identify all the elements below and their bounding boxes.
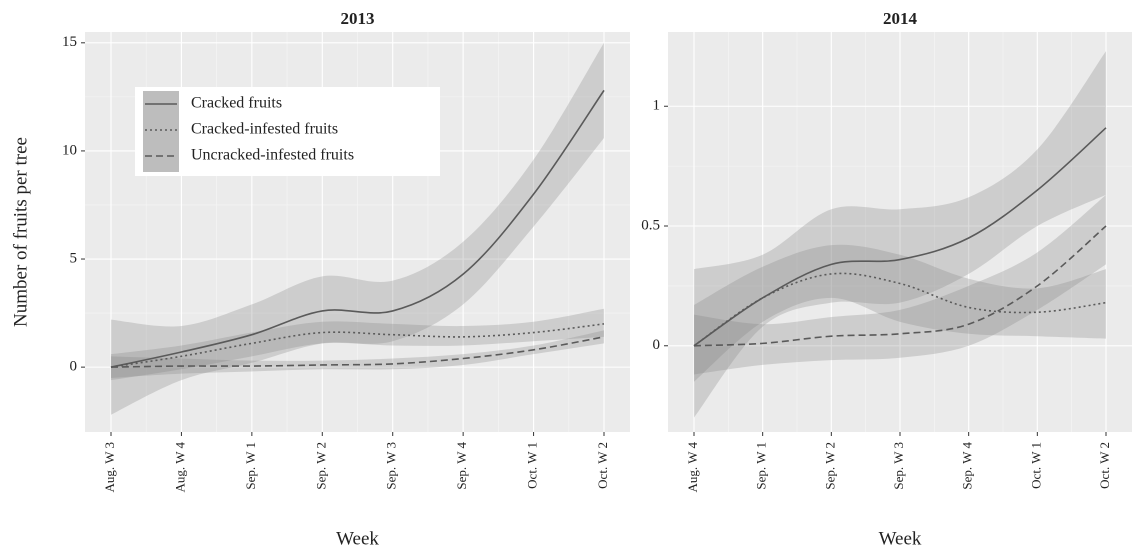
x-tick-label: Oct. W 1 [525, 442, 540, 489]
series-line [693, 127, 1107, 347]
y-tick-label: 0.5 [641, 217, 660, 233]
confidence-band [694, 194, 1106, 375]
y-tick-label: 5 [70, 250, 78, 266]
x-tick-label: Oct. W 2 [595, 442, 610, 489]
legend-label: Cracked fruits [191, 95, 282, 112]
confidence-band [694, 51, 1106, 418]
x-tick-label: Sep. W 3 [384, 442, 399, 490]
x-tick-label: Sep. W 4 [960, 442, 975, 490]
y-tick-label: 0 [653, 337, 661, 353]
x-tick-label: Aug. W 4 [685, 442, 700, 493]
confidence-band [111, 42, 604, 415]
x-tick-label: Sep. W 2 [313, 442, 328, 490]
x-tick-label: Oct. W 1 [1028, 442, 1043, 489]
confidence-band [111, 308, 604, 381]
x-tick-label: Aug. W 4 [172, 442, 187, 493]
series-line [693, 272, 1107, 347]
series-line [110, 89, 605, 368]
x-axis-label: Week [336, 528, 379, 549]
y-axis-label: Number of fruits per tree [10, 137, 31, 327]
x-tick-label: Oct. W 2 [1097, 442, 1112, 489]
y-tick-label: 0 [70, 359, 78, 375]
series-line [693, 225, 1107, 347]
y-tick-label: 1 [653, 98, 661, 114]
x-tick-label: Sep. W 3 [891, 442, 906, 490]
y-tick-label: 15 [62, 34, 77, 50]
legend-label: Cracked-infested fruits [191, 121, 338, 138]
series-line [110, 336, 605, 368]
legend-label: Uncracked-infested fruits [191, 147, 354, 164]
x-axis-label: Week [879, 528, 922, 549]
y-tick-label: 10 [62, 142, 77, 158]
x-tick-label: Sep. W 4 [454, 442, 469, 490]
chart-title: 2014 [883, 9, 918, 28]
legend-box [135, 87, 440, 176]
x-tick-label: Sep. W 1 [243, 442, 258, 490]
legend-key-bg [143, 91, 179, 172]
chart-title: 2013 [341, 9, 375, 28]
x-tick-label: Sep. W 1 [754, 442, 769, 490]
x-tick-label: Aug. W 3 [102, 442, 117, 492]
x-tick-label: Sep. W 2 [822, 442, 837, 490]
